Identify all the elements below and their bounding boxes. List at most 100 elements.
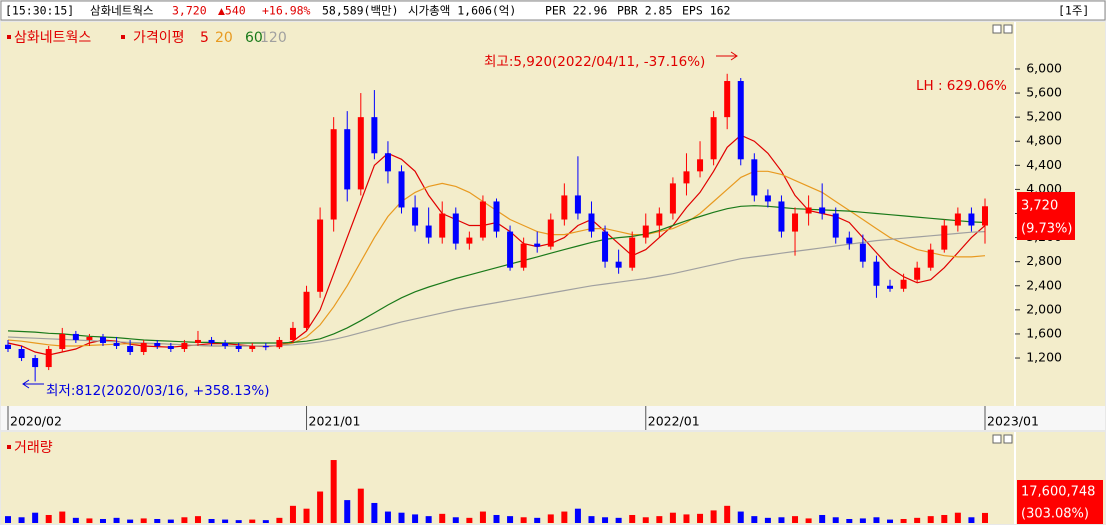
legend-ma: 가격이평 bbox=[133, 30, 185, 46]
candle-body bbox=[547, 219, 554, 247]
candle-body bbox=[507, 231, 514, 268]
volume-bar bbox=[99, 518, 106, 523]
candle-body bbox=[99, 336, 106, 343]
volume-bar bbox=[968, 517, 975, 523]
candle-body bbox=[384, 153, 391, 172]
per: PER 22.96 bbox=[545, 4, 607, 18]
candle-body bbox=[724, 81, 731, 118]
volume-bar bbox=[669, 512, 676, 523]
volume-bar bbox=[602, 517, 609, 523]
volume-bar bbox=[982, 512, 988, 523]
volume-bar bbox=[154, 518, 161, 523]
volume-bar bbox=[615, 517, 622, 523]
candle-body bbox=[113, 342, 120, 346]
volume-bar bbox=[249, 519, 256, 523]
marks: 1,2001,6002,0002,4002,8003,2003,6004,000… bbox=[5, 30, 1062, 523]
candle-body bbox=[764, 195, 771, 202]
x-tick-label: 2023/01 bbox=[987, 414, 1039, 429]
change-rate: +16.98% bbox=[262, 4, 311, 18]
volume-bar bbox=[520, 517, 527, 523]
candle-body bbox=[561, 195, 568, 220]
change: ▲540 bbox=[218, 4, 246, 18]
period-button[interactable]: [1주] bbox=[1058, 4, 1089, 18]
panel-button[interactable] bbox=[1003, 434, 1013, 444]
low-annotation: 최저:812(2020/03/16, +358.13%) bbox=[46, 383, 269, 399]
volume-bar bbox=[724, 505, 731, 523]
x-tick-label: 2021/01 bbox=[309, 414, 361, 429]
candle-body bbox=[72, 333, 79, 340]
volume-bar bbox=[697, 513, 704, 523]
last-volume-box bbox=[1017, 480, 1103, 524]
panel-button[interactable] bbox=[1003, 24, 1013, 34]
volume-bar bbox=[194, 516, 201, 523]
panel-button[interactable] bbox=[992, 434, 1002, 444]
volume-bar bbox=[887, 519, 894, 523]
volume-bar bbox=[574, 508, 581, 523]
candle-body bbox=[357, 117, 364, 190]
y-tick-label: 2,000 bbox=[1026, 301, 1062, 316]
candle-body bbox=[18, 348, 25, 359]
volume-bar bbox=[561, 511, 568, 523]
candle-body bbox=[86, 336, 93, 340]
candle-body bbox=[927, 249, 934, 268]
candle-body bbox=[615, 261, 622, 268]
candle-body bbox=[900, 279, 907, 289]
volume-bar bbox=[954, 512, 961, 523]
candle-body bbox=[235, 345, 242, 349]
panel-button[interactable] bbox=[992, 24, 1002, 34]
candle-body bbox=[249, 345, 256, 349]
candle-body bbox=[303, 291, 310, 328]
candle-body bbox=[819, 207, 826, 214]
volume-bar bbox=[846, 518, 853, 523]
volume-bar bbox=[86, 518, 93, 523]
last-price-box bbox=[1017, 192, 1075, 240]
volume-bar bbox=[439, 513, 446, 523]
volume-bar bbox=[5, 516, 11, 523]
stock-name: 삼화네트웍스 bbox=[90, 4, 153, 18]
volume-bar bbox=[59, 511, 66, 523]
volume-bar bbox=[819, 514, 826, 523]
y-tick-label: 1,600 bbox=[1026, 325, 1062, 340]
last-volume-change: (303.08%) bbox=[1021, 507, 1089, 522]
candle-body bbox=[344, 129, 351, 190]
market-cap: 시가총액 1,606(억) bbox=[408, 4, 516, 18]
candle-body bbox=[642, 225, 649, 238]
candle-body bbox=[629, 237, 636, 268]
volume-bar bbox=[710, 510, 717, 523]
volume-bar bbox=[859, 518, 866, 523]
volume-bar bbox=[357, 488, 364, 523]
trade-value: 58,589(백만) bbox=[322, 4, 399, 18]
candle-body bbox=[982, 206, 988, 226]
lh-annotation: LH : 629.06% bbox=[916, 78, 1007, 94]
volume-bar bbox=[303, 508, 310, 523]
pbr: PBR 2.85 bbox=[617, 4, 672, 18]
volume-bar bbox=[656, 516, 663, 523]
last-volume: 17,600,748 bbox=[1021, 485, 1095, 500]
volume-bar bbox=[764, 517, 771, 523]
time: [15:30:15] bbox=[5, 4, 74, 18]
legend-entry: 120 bbox=[260, 30, 287, 46]
legend-marker bbox=[7, 445, 11, 449]
candle-body bbox=[262, 345, 269, 348]
legend-marker bbox=[121, 35, 125, 39]
candle-body bbox=[479, 201, 486, 238]
y-tick-label: 2,400 bbox=[1026, 277, 1062, 292]
volume-panel bbox=[1, 432, 1105, 524]
volume-bar bbox=[371, 502, 378, 523]
candle-body bbox=[466, 237, 473, 244]
volume-bar bbox=[751, 516, 758, 523]
candle-body bbox=[859, 243, 866, 262]
volume-bar bbox=[127, 519, 134, 523]
high-annotation: 최고:5,920(2022/04/11, -37.16%) bbox=[484, 54, 705, 70]
candle-body bbox=[493, 201, 500, 232]
candle-body bbox=[154, 342, 161, 346]
candle-body bbox=[602, 231, 609, 262]
volume-bar bbox=[140, 518, 147, 523]
volume-bar bbox=[344, 500, 351, 523]
candle-body bbox=[127, 345, 134, 353]
candle-body bbox=[574, 195, 581, 214]
volume-bar bbox=[493, 514, 500, 523]
volume-bar bbox=[235, 520, 242, 523]
volume-bar bbox=[425, 516, 432, 523]
